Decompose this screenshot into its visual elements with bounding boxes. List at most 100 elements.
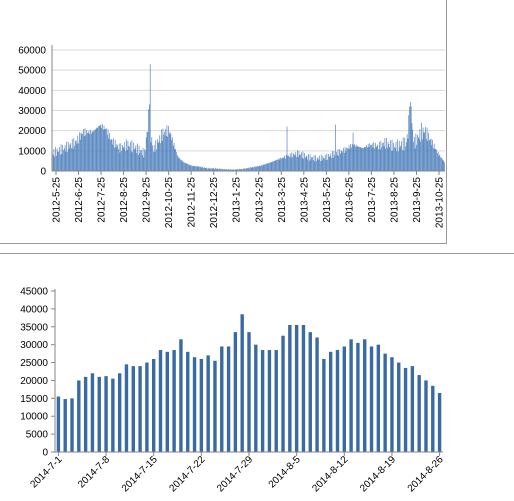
bar (279, 159, 281, 171)
bar (124, 364, 129, 452)
bar (184, 162, 186, 171)
bar (362, 147, 363, 171)
bar (432, 139, 433, 171)
bar (342, 152, 344, 171)
bar (162, 128, 164, 171)
bar (369, 346, 374, 452)
bar (116, 144, 118, 171)
bar (342, 346, 346, 452)
bar (177, 156, 179, 171)
bar (409, 106, 410, 171)
bar (305, 156, 307, 171)
bar (353, 145, 355, 171)
bar (331, 157, 332, 171)
bar (314, 161, 316, 171)
bar (351, 144, 353, 171)
bar (52, 154, 54, 171)
bar (141, 149, 142, 171)
bar (195, 165, 196, 171)
bar (125, 139, 127, 171)
bar (258, 166, 259, 171)
bar (320, 154, 322, 171)
bar (401, 141, 402, 171)
bar (63, 150, 64, 171)
bar (59, 146, 60, 171)
bar (269, 162, 271, 171)
bar (262, 165, 263, 171)
bar (371, 143, 373, 171)
bar (137, 143, 138, 171)
bar (207, 168, 208, 171)
bar (417, 375, 421, 452)
bar (128, 146, 130, 171)
bar (163, 134, 165, 171)
bar (411, 123, 413, 171)
bar (297, 156, 299, 171)
bar (98, 126, 99, 171)
bar (350, 143, 352, 171)
bar (73, 138, 75, 171)
bar (319, 155, 320, 171)
bar (197, 166, 199, 171)
bar (144, 149, 145, 171)
bar (330, 153, 332, 171)
bar (199, 358, 204, 452)
bar (171, 140, 173, 171)
bar (223, 169, 225, 171)
bar (209, 167, 211, 171)
bar (363, 148, 364, 171)
bar (129, 141, 131, 171)
bar (118, 149, 119, 171)
bar (227, 169, 228, 171)
bar (68, 148, 70, 171)
bar (295, 151, 297, 171)
bar (61, 154, 63, 171)
bar (359, 146, 360, 171)
bar (408, 115, 410, 171)
bar (346, 147, 348, 171)
bar (437, 153, 438, 171)
bar (203, 167, 205, 171)
bar (257, 165, 258, 171)
bar (182, 161, 184, 171)
bar (191, 165, 192, 171)
bar (196, 165, 198, 171)
bar (206, 355, 210, 452)
bar (318, 159, 320, 171)
bar (417, 136, 419, 171)
bar (325, 160, 327, 171)
bar (145, 150, 146, 171)
bar (260, 350, 265, 452)
bar (332, 151, 333, 171)
bar (235, 169, 237, 171)
bar (404, 137, 406, 171)
bar (238, 169, 239, 171)
bar (152, 358, 156, 452)
bar (405, 146, 406, 171)
bar (320, 161, 321, 171)
bar (443, 160, 445, 171)
bar (135, 145, 137, 171)
bar (225, 169, 227, 171)
y-tick-label: 30000 (20, 340, 48, 351)
x-tick-label: 2014-8-5 (267, 454, 303, 490)
bar (385, 148, 387, 171)
bar (272, 161, 274, 171)
bar (200, 166, 202, 171)
bar (54, 156, 56, 171)
bar (220, 346, 224, 452)
chart-panel-top: 0 10000 20000 30000 40000 50000 60000 2012-5-25… (0, 0, 447, 244)
bar (55, 147, 56, 171)
bar (367, 147, 368, 171)
bar (298, 151, 300, 171)
bar (65, 151, 67, 171)
bar (316, 157, 318, 171)
bar (155, 140, 157, 171)
bar (217, 168, 219, 171)
bar (412, 129, 414, 171)
bar (313, 155, 315, 171)
bar (72, 148, 74, 171)
bar (327, 159, 328, 171)
bar (75, 140, 76, 171)
bar (71, 139, 73, 171)
